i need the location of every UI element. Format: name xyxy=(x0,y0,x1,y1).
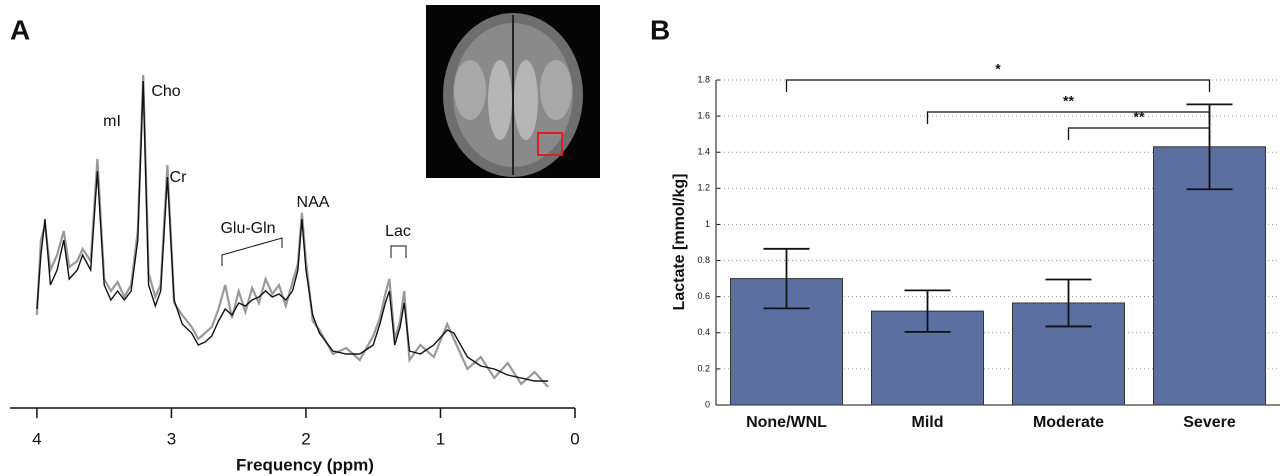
y-tick-label: 0.2 xyxy=(697,363,710,373)
y-tick-label: 0 xyxy=(705,399,710,409)
peak-label: Cr xyxy=(170,169,188,186)
y-tick-label: 0.4 xyxy=(697,327,710,337)
significance-label: ** xyxy=(1063,93,1074,109)
x-tick-label: None/WNL xyxy=(746,414,827,431)
x-tick-label: 3 xyxy=(167,429,176,448)
significance-bracket xyxy=(1069,128,1210,140)
peak-label: NAA xyxy=(297,194,330,211)
y-tick-label: 1.8 xyxy=(697,74,710,84)
peak-label: Cho xyxy=(151,83,180,100)
peak-label: mI xyxy=(103,113,121,130)
x-axis-label: Frequency (ppm) xyxy=(236,455,374,474)
y-tick-label: 1.2 xyxy=(697,183,710,193)
significance-bracket xyxy=(928,112,1210,124)
significance-label: ** xyxy=(1134,109,1145,125)
y-tick-label: 1.4 xyxy=(697,147,710,157)
y-tick-label: 0.6 xyxy=(697,291,710,301)
x-tick-label: Mild xyxy=(912,414,944,431)
bracket xyxy=(391,246,406,258)
x-tick-label: Moderate xyxy=(1033,414,1104,431)
significance-label: * xyxy=(995,61,1001,77)
panel-label: B xyxy=(650,14,670,45)
y-tick-label: 1.6 xyxy=(697,110,710,120)
y-tick-label: 0.8 xyxy=(697,255,710,265)
bracket xyxy=(222,238,282,266)
x-tick-label: 1 xyxy=(436,429,445,448)
significance-bracket xyxy=(787,80,1210,92)
x-tick-label: 4 xyxy=(32,429,41,448)
x-tick-label: Severe xyxy=(1183,414,1236,431)
panel-label: A xyxy=(10,14,30,45)
y-tick-label: 1 xyxy=(705,219,710,229)
peak-label: Glu-Gln xyxy=(220,220,275,237)
y-axis-label: Lactate [mmol/kg] xyxy=(671,174,688,311)
x-tick-label: 2 xyxy=(301,429,310,448)
x-tick-label: 0 xyxy=(570,429,579,448)
peak-label: Lac xyxy=(385,223,411,240)
figure: A B Frequency (ppm) Lactate [mmol/kg] 4 3… xyxy=(0,0,1282,476)
mri-inset xyxy=(426,5,600,178)
